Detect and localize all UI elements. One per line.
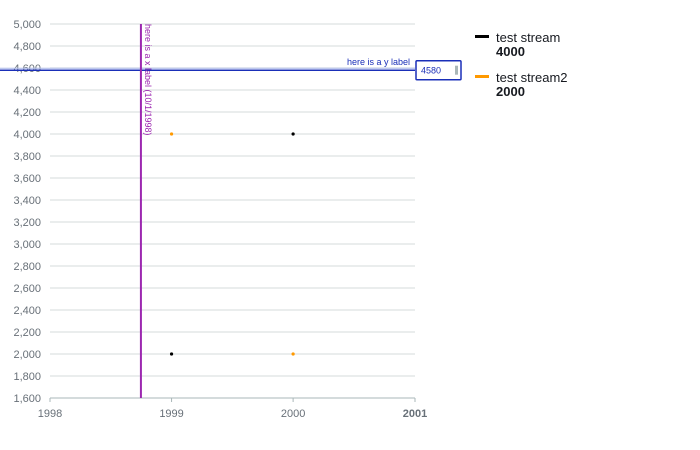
y-tick-label: 3,800 [13,151,41,163]
y-tick-label: 4,800 [13,41,41,53]
x-axis: 1998 1999 2000 2001 [38,397,427,420]
data-points [169,132,295,356]
legend-series-name: test stream [496,30,560,45]
y-tick-label: 3,000 [13,239,41,251]
y-tick-label: 1,600 [13,393,41,405]
data-point[interactable] [169,132,174,136]
y-tick-label: 3,200 [13,217,41,229]
legend-series-value: 2000 [496,84,525,99]
legend-swatch [475,75,489,78]
y-threshold-label: here is a y label [347,57,410,67]
y-tick-label: 4,400 [13,85,41,97]
data-point[interactable] [169,352,174,356]
y-tick-label: 4,200 [13,107,41,119]
y-tick-label: 2,600 [13,283,41,295]
x-threshold-label: here is a x label (10/1/1998) [143,24,153,136]
y-tick-label: 3,600 [13,173,41,185]
y-tick-label: 1,800 [13,371,41,383]
legend-series-name: test stream2 [496,70,568,85]
threshold-layer: here is a y label 4580 here is a x label (… [0,24,462,398]
y-axis: 1,600 1,800 2,000 2,200 2,400 2,600 2,800 3,000… [13,19,41,405]
grid-layer [50,23,415,377]
y-tick-label: 4,600 [13,63,41,75]
x-tick-label: 2001 [403,408,427,420]
y-tick-label: 2,400 [13,305,41,317]
data-point[interactable] [291,352,295,356]
y-tick-label: 3,400 [13,195,41,207]
legend-swatch [475,35,489,38]
drag-handle-icon[interactable] [455,65,458,75]
x-tick-label: 1998 [38,408,62,420]
data-point[interactable] [291,132,295,136]
x-tick-label: 1999 [159,408,183,420]
y-tick-label: 2,000 [13,349,41,361]
y-tick-label: 4,000 [13,129,41,141]
y-tick-label: 2,800 [13,261,41,273]
y-threshold-value-box[interactable] [415,59,462,81]
y-tick-label: 2,200 [13,327,41,339]
legend-series-value: 4000 [496,44,525,59]
y-tick-label: 5,000 [13,19,41,31]
x-tick-label: 2000 [281,408,305,420]
y-threshold-value: 4580 [421,66,441,76]
